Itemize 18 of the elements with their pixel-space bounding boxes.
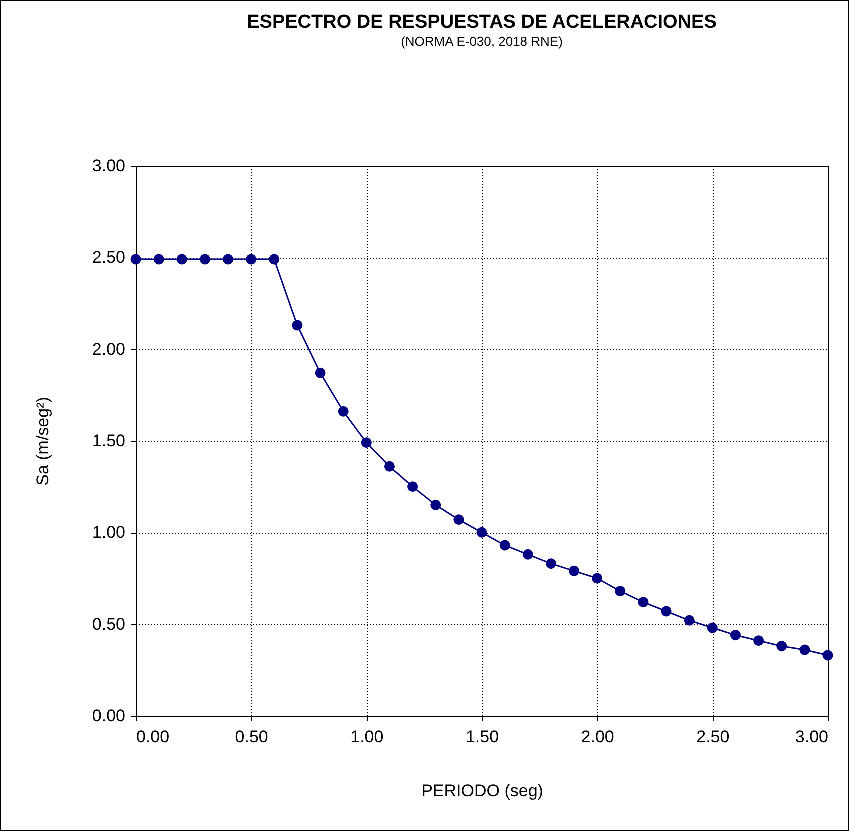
y-tick-label: 3.00 [92, 156, 126, 176]
y-axis-title: Sa (m/seg²) [33, 397, 52, 486]
x-axis-title: PERIODO (seg) [422, 782, 544, 800]
x-tick-label: 3.00 [795, 728, 828, 746]
y-tick-label: 1.50 [92, 432, 126, 450]
x-tick-label: 1.00 [350, 728, 384, 746]
x-tick-label: 1.50 [466, 728, 500, 746]
y-tick-label: 0.00 [92, 706, 126, 726]
y-tick-label: 2.50 [92, 248, 126, 268]
x-tick-label: 0.50 [235, 728, 268, 746]
x-tick-label: 2.00 [581, 728, 614, 746]
y-tick-label: 1.00 [92, 523, 126, 542]
chart-subtitle: (NORMA E-030, 2018 RNE) [401, 34, 563, 49]
x-tick-label: 0.00 [136, 728, 170, 746]
y-tick-label: 0.50 [92, 614, 126, 634]
x-tick-label: 2.50 [696, 728, 730, 746]
chart-title: ESPECTRO DE RESPUESTAS DE ACELERACIONES [247, 12, 717, 33]
y-tick-label: 2.00 [92, 340, 126, 359]
